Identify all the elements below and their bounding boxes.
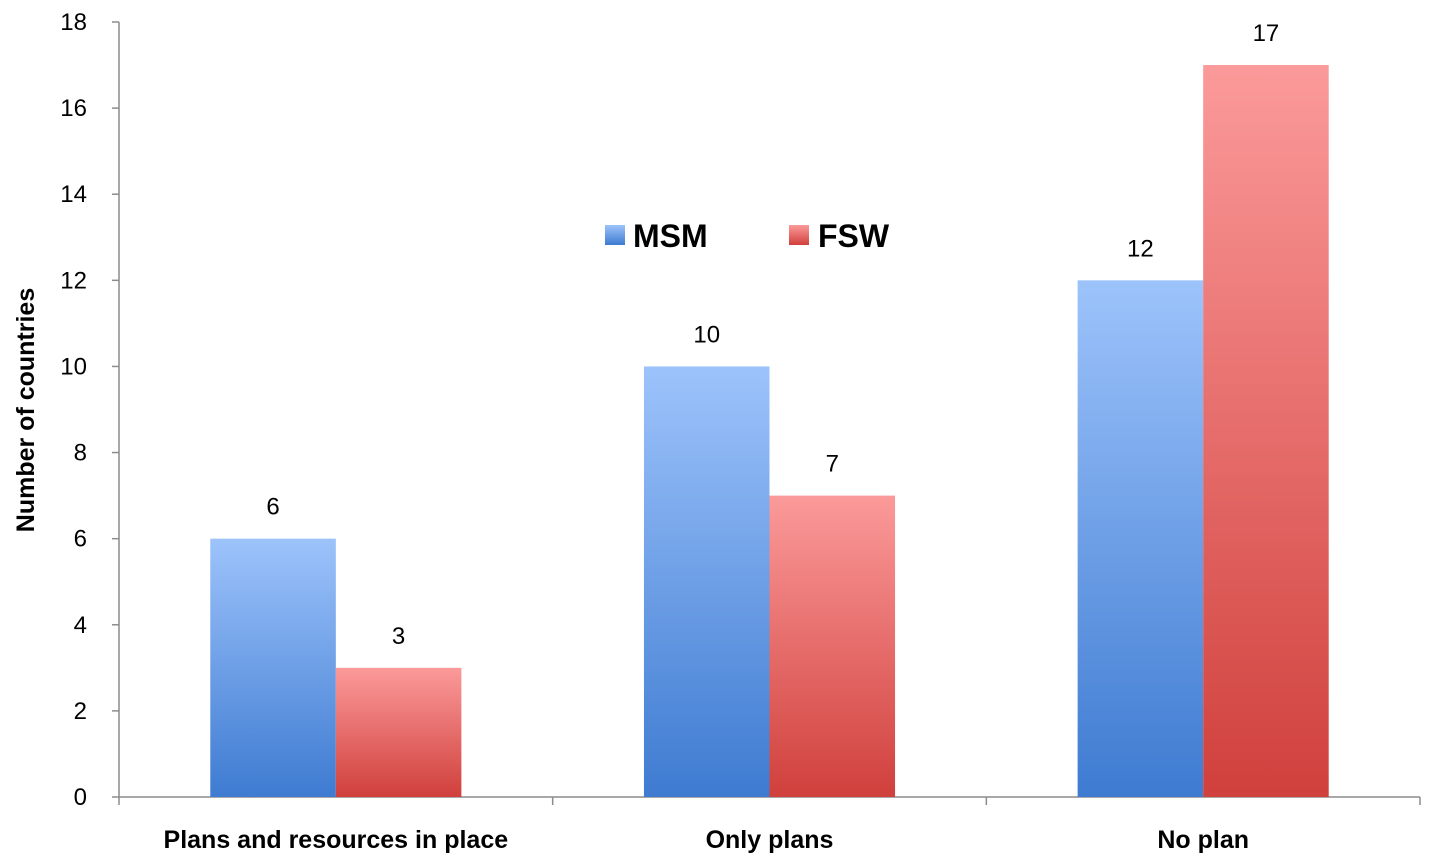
legend-label-msm: MSM	[633, 218, 708, 254]
y-tick-label: 12	[60, 267, 87, 294]
y-axis-title-group: Number of countries	[12, 288, 40, 532]
bar-fsw	[335, 667, 462, 797]
x-category-label: No plan	[1157, 826, 1249, 854]
data-labels: 6 10 12 3 7 17	[266, 20, 1279, 650]
bar-msm	[1077, 280, 1204, 797]
y-tick-label: 0	[74, 784, 87, 811]
bar-fsw	[769, 495, 896, 797]
data-label-fsw: 7	[826, 451, 839, 478]
y-tick-label: 14	[60, 181, 87, 208]
y-tick-label: 4	[74, 612, 87, 639]
x-category-label: Plans and resources in place	[164, 826, 509, 854]
y-tick-label: 10	[60, 353, 87, 380]
data-label-fsw: 17	[1253, 20, 1280, 47]
legend-label-fsw: FSW	[818, 218, 890, 254]
x-axis: Plans and resources in place Only plans No…	[118, 796, 1421, 854]
x-category-label: Only plans	[706, 826, 834, 854]
y-tick-label: 6	[74, 526, 87, 553]
data-label-msm: 10	[693, 321, 720, 348]
legend: MSM FSW	[605, 218, 890, 254]
legend-swatch-msm	[605, 225, 625, 245]
bars	[210, 65, 1329, 798]
y-tick-label: 8	[74, 440, 87, 467]
y-tick-label: 18	[60, 9, 87, 36]
bar-msm	[210, 538, 336, 797]
y-axis: 0 2 4 6 8 10 12 14 16 18	[60, 9, 120, 811]
y-tick-label: 2	[74, 698, 87, 725]
bar-fsw	[1203, 65, 1329, 798]
bar-msm	[643, 366, 770, 797]
data-label-fsw: 3	[392, 623, 405, 650]
legend-swatch-fsw	[789, 225, 809, 245]
data-label-msm: 12	[1127, 235, 1154, 262]
y-tick-label: 16	[60, 95, 87, 122]
data-label-msm: 6	[266, 494, 279, 521]
y-axis-title: Number of countries	[12, 288, 40, 532]
